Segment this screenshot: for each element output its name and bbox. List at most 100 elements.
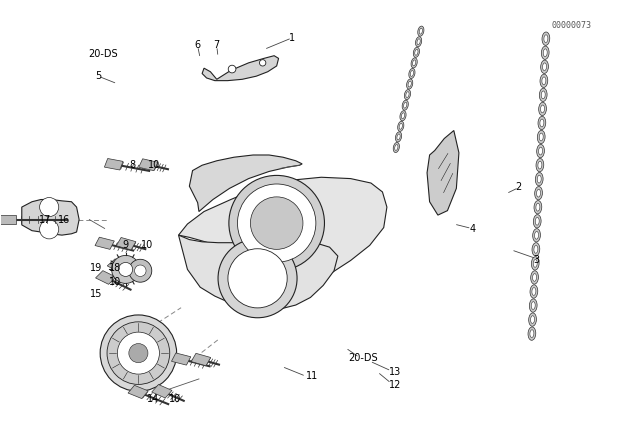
Ellipse shape bbox=[400, 111, 406, 121]
Ellipse shape bbox=[415, 37, 422, 47]
Circle shape bbox=[237, 184, 316, 262]
Ellipse shape bbox=[531, 316, 534, 323]
Text: 12: 12 bbox=[389, 380, 401, 390]
Text: 10: 10 bbox=[148, 160, 161, 170]
Ellipse shape bbox=[540, 88, 547, 102]
Ellipse shape bbox=[535, 172, 543, 186]
Ellipse shape bbox=[534, 201, 542, 214]
Ellipse shape bbox=[540, 74, 548, 87]
Ellipse shape bbox=[397, 121, 404, 131]
Ellipse shape bbox=[534, 186, 543, 200]
Polygon shape bbox=[179, 235, 338, 310]
Ellipse shape bbox=[399, 123, 403, 129]
Circle shape bbox=[259, 60, 266, 66]
Polygon shape bbox=[128, 385, 148, 399]
Circle shape bbox=[229, 176, 324, 271]
Text: 9: 9 bbox=[123, 241, 129, 250]
Text: 14: 14 bbox=[147, 393, 159, 404]
Polygon shape bbox=[189, 155, 302, 211]
Ellipse shape bbox=[532, 288, 536, 295]
Ellipse shape bbox=[531, 257, 539, 270]
Ellipse shape bbox=[533, 215, 541, 228]
Polygon shape bbox=[95, 237, 115, 250]
Ellipse shape bbox=[528, 327, 536, 340]
Ellipse shape bbox=[530, 330, 534, 337]
Ellipse shape bbox=[543, 49, 547, 56]
Polygon shape bbox=[172, 353, 191, 365]
Ellipse shape bbox=[404, 90, 410, 99]
Ellipse shape bbox=[397, 134, 400, 140]
Ellipse shape bbox=[532, 274, 536, 281]
Ellipse shape bbox=[410, 70, 413, 76]
Text: 8: 8 bbox=[129, 160, 135, 170]
Polygon shape bbox=[427, 130, 459, 215]
Ellipse shape bbox=[540, 133, 543, 141]
Ellipse shape bbox=[536, 203, 540, 211]
Circle shape bbox=[228, 65, 236, 73]
Ellipse shape bbox=[396, 132, 402, 142]
Ellipse shape bbox=[409, 69, 415, 78]
Ellipse shape bbox=[538, 161, 542, 169]
Text: 19: 19 bbox=[90, 263, 102, 273]
Polygon shape bbox=[179, 177, 387, 285]
Circle shape bbox=[40, 198, 59, 217]
Ellipse shape bbox=[413, 60, 416, 66]
Ellipse shape bbox=[537, 175, 541, 183]
Polygon shape bbox=[108, 259, 127, 273]
Text: 4: 4 bbox=[470, 224, 476, 234]
Text: 10: 10 bbox=[109, 277, 121, 287]
Ellipse shape bbox=[530, 285, 538, 298]
Circle shape bbox=[228, 249, 287, 308]
Ellipse shape bbox=[535, 217, 539, 225]
Polygon shape bbox=[202, 56, 278, 81]
Ellipse shape bbox=[534, 246, 538, 253]
Text: 6: 6 bbox=[195, 40, 201, 50]
Polygon shape bbox=[0, 215, 16, 224]
Ellipse shape bbox=[539, 102, 547, 116]
Circle shape bbox=[118, 263, 132, 276]
Text: 17: 17 bbox=[38, 215, 51, 224]
Ellipse shape bbox=[531, 302, 535, 310]
Ellipse shape bbox=[395, 145, 398, 151]
Ellipse shape bbox=[401, 113, 404, 119]
Ellipse shape bbox=[532, 243, 540, 256]
Ellipse shape bbox=[404, 102, 407, 108]
Text: 3: 3 bbox=[534, 254, 540, 265]
Text: 15: 15 bbox=[90, 289, 102, 299]
Ellipse shape bbox=[529, 313, 536, 326]
Ellipse shape bbox=[537, 144, 545, 158]
Polygon shape bbox=[116, 237, 136, 250]
Text: 18: 18 bbox=[109, 263, 121, 273]
Ellipse shape bbox=[417, 39, 420, 45]
Ellipse shape bbox=[541, 60, 548, 73]
Ellipse shape bbox=[529, 299, 537, 312]
Ellipse shape bbox=[539, 147, 543, 155]
Circle shape bbox=[129, 259, 152, 282]
Text: 10: 10 bbox=[168, 393, 181, 404]
Ellipse shape bbox=[543, 63, 547, 71]
Text: 7: 7 bbox=[214, 40, 220, 50]
Polygon shape bbox=[95, 271, 116, 284]
Ellipse shape bbox=[538, 130, 545, 144]
Circle shape bbox=[250, 197, 303, 250]
Circle shape bbox=[134, 265, 146, 276]
Ellipse shape bbox=[542, 32, 550, 45]
Ellipse shape bbox=[419, 28, 422, 34]
Polygon shape bbox=[139, 159, 158, 171]
Text: 5: 5 bbox=[95, 71, 101, 81]
Ellipse shape bbox=[536, 159, 544, 172]
Circle shape bbox=[107, 322, 170, 384]
Text: 16: 16 bbox=[58, 215, 70, 224]
Ellipse shape bbox=[541, 105, 545, 113]
Circle shape bbox=[129, 344, 148, 362]
Ellipse shape bbox=[542, 77, 546, 85]
Polygon shape bbox=[191, 353, 211, 366]
Text: 20-DS: 20-DS bbox=[88, 49, 118, 59]
Ellipse shape bbox=[538, 116, 546, 129]
Text: 13: 13 bbox=[389, 367, 401, 377]
Text: 1: 1 bbox=[289, 33, 295, 43]
Ellipse shape bbox=[540, 119, 544, 127]
Circle shape bbox=[218, 239, 297, 318]
Circle shape bbox=[111, 255, 140, 284]
Ellipse shape bbox=[544, 35, 548, 43]
